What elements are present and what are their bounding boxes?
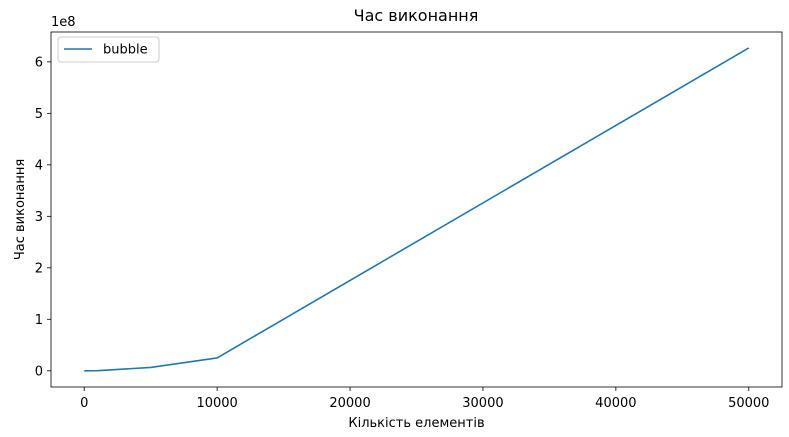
legend: bubble <box>57 36 160 63</box>
x-tick-label: 0 <box>80 396 88 411</box>
x-tick-label: 30000 <box>462 396 503 411</box>
x-tick-label: 40000 <box>595 396 636 411</box>
y-tick-label: 5 <box>35 107 43 122</box>
y-tick-label: 0 <box>35 364 43 379</box>
plot-area <box>50 31 783 388</box>
x-tick-label: 50000 <box>728 396 769 411</box>
plot-frame <box>50 31 783 388</box>
x-axis: 0 10000 20000 30000 40000 50000 <box>80 387 769 411</box>
legend-label-bubble: bubble <box>103 43 148 58</box>
y-tick-label: 3 <box>35 210 43 225</box>
x-tick-label: 10000 <box>196 396 237 411</box>
y-tick-label: 1 <box>35 313 43 328</box>
y-tick-label: 2 <box>35 261 43 276</box>
series-line-bubble <box>84 47 750 372</box>
y-tick-label: 4 <box>35 158 43 173</box>
y-tick-label: 6 <box>35 55 43 70</box>
y-offset-label: 1e8 <box>51 15 76 30</box>
legend-box <box>57 36 160 63</box>
x-tick-label: 20000 <box>329 396 370 411</box>
x-axis-label: Кількість елементів <box>348 416 484 431</box>
y-axis-label: Час виконання <box>13 159 28 260</box>
chart-title: Час виконання <box>354 6 479 25</box>
series-layer <box>84 47 750 372</box>
y-axis: 0 1 2 3 4 5 6 <box>35 55 51 379</box>
